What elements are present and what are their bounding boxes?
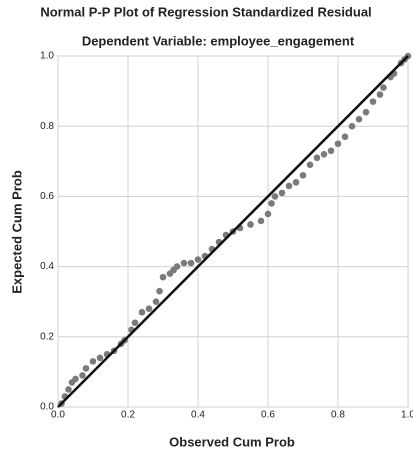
point [300, 172, 307, 179]
chart: Normal P-P Plot of Regression Standardiz… [0, 0, 413, 454]
point [258, 218, 265, 225]
point [156, 288, 163, 295]
point [146, 305, 153, 312]
point [65, 386, 72, 393]
point [370, 98, 377, 105]
point [83, 365, 90, 372]
point [90, 358, 97, 365]
point [153, 298, 160, 305]
x-tick-label: 0.2 [121, 410, 135, 421]
x-tick-label: 0.6 [261, 410, 275, 421]
point [72, 376, 79, 383]
x-tick-label: 1.0 [401, 410, 413, 421]
page: {"chart_data": {"type": "scatter", "titl… [0, 0, 413, 454]
point [286, 183, 293, 190]
reference-line [58, 56, 408, 407]
point [279, 190, 286, 197]
point [139, 309, 146, 316]
point [174, 263, 181, 270]
y-tick-label: 0.2 [40, 331, 54, 342]
point [321, 151, 328, 158]
point [349, 123, 356, 130]
point [181, 260, 188, 267]
point [132, 319, 139, 326]
chart-subtitle: Dependent Variable: employee_engagement [82, 33, 355, 48]
point [97, 355, 104, 362]
point [160, 274, 167, 281]
point [328, 147, 335, 154]
chart-title: Normal P-P Plot of Regression Standardiz… [40, 4, 371, 19]
point [377, 91, 384, 98]
point [79, 372, 86, 379]
point [272, 193, 279, 200]
point [314, 154, 321, 161]
point [342, 133, 349, 140]
x-tick-label: 0.4 [191, 410, 205, 421]
point [356, 116, 363, 123]
x-axis-label: Observed Cum Prob [169, 434, 295, 449]
y-axis-label: Expected Cum Prob [9, 170, 24, 294]
point [247, 221, 254, 228]
point [380, 84, 387, 91]
y-tick-label: 0.4 [40, 261, 54, 272]
y-tick-label: 0.6 [40, 191, 54, 202]
point [195, 256, 202, 263]
point [188, 260, 195, 267]
point [265, 211, 272, 218]
y-tick-label: 1.0 [40, 51, 54, 62]
point [268, 200, 275, 207]
point [363, 109, 370, 116]
x-tick-label: 0.0 [51, 410, 65, 421]
point [307, 162, 314, 169]
x-tick-label: 0.8 [331, 410, 345, 421]
y-tick-label: 0.8 [40, 121, 54, 132]
point [293, 179, 300, 186]
point [335, 140, 342, 147]
